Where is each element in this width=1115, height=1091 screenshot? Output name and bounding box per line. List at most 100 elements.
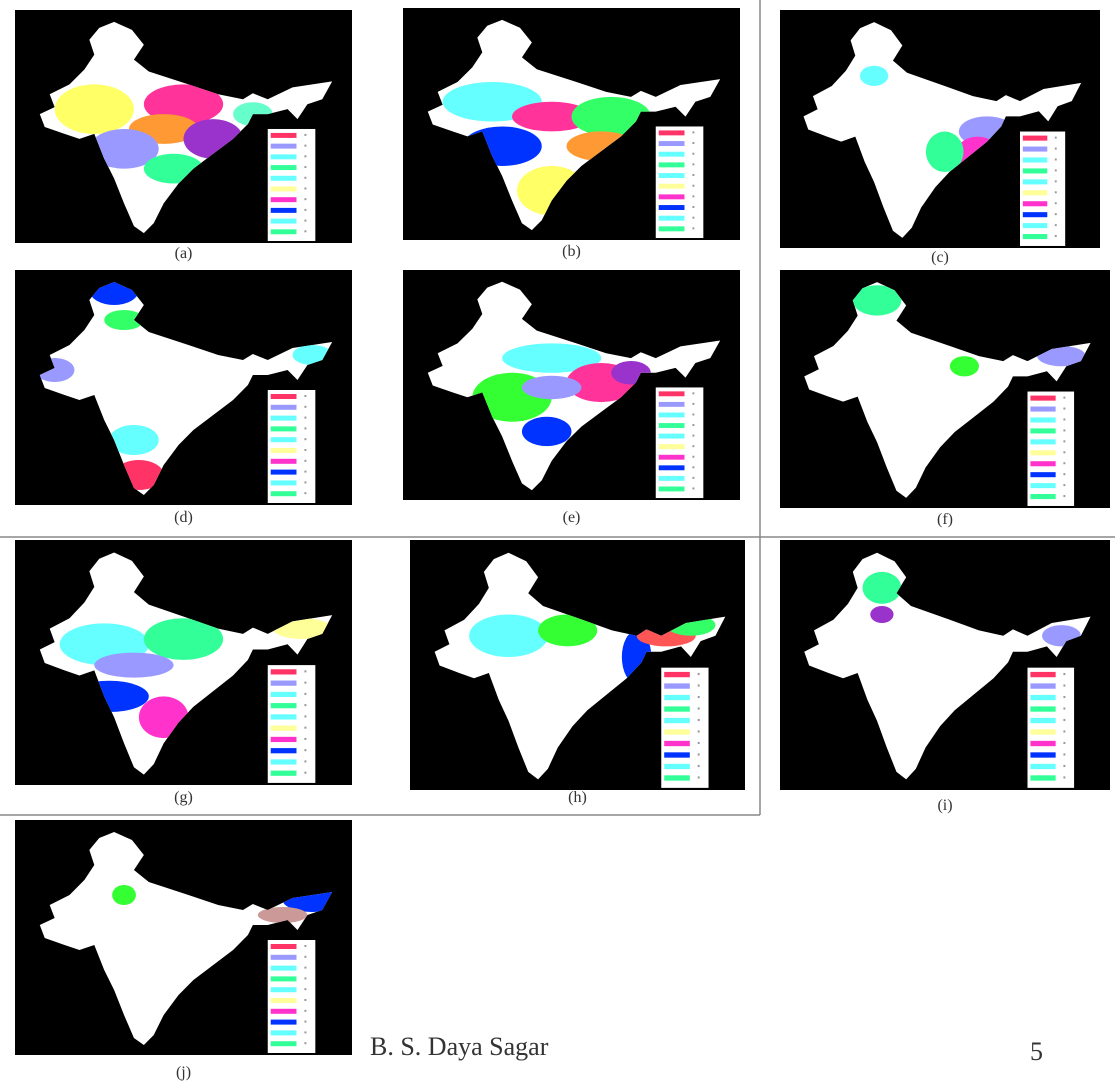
panel-label: (g) bbox=[174, 789, 193, 806]
legend-swatch bbox=[271, 154, 297, 159]
legend-dot bbox=[1055, 213, 1057, 215]
legend-dot bbox=[1063, 776, 1065, 778]
legend bbox=[268, 129, 316, 241]
legend-dot bbox=[304, 438, 306, 440]
legend bbox=[1028, 392, 1075, 506]
legend-dot bbox=[304, 1042, 306, 1044]
legend bbox=[268, 665, 316, 783]
region bbox=[94, 653, 173, 678]
legend-dot bbox=[1063, 429, 1065, 431]
legend-dot bbox=[692, 131, 694, 133]
legend-dot bbox=[692, 174, 694, 176]
legend-swatch bbox=[271, 759, 297, 764]
legend-swatch bbox=[271, 998, 297, 1003]
legend-swatch bbox=[659, 455, 685, 460]
legend-swatch bbox=[1030, 407, 1055, 412]
legend-dot bbox=[698, 765, 700, 767]
legend-dot bbox=[698, 753, 700, 755]
legend-dot bbox=[698, 696, 700, 698]
legend-swatch bbox=[271, 491, 297, 496]
legend-dot bbox=[1063, 408, 1065, 410]
map-panel: (g) bbox=[15, 540, 352, 806]
legend-dot bbox=[304, 460, 306, 462]
legend-dot bbox=[1063, 684, 1065, 686]
legend-dot bbox=[304, 481, 306, 483]
legend-swatch bbox=[271, 681, 297, 686]
legend-dot bbox=[304, 704, 306, 706]
legend-swatch bbox=[659, 173, 685, 178]
panel-label: (j) bbox=[176, 1064, 191, 1081]
legend-dot bbox=[1063, 495, 1065, 497]
legend-swatch bbox=[659, 476, 685, 481]
region bbox=[950, 356, 979, 376]
legend-dot bbox=[1063, 707, 1065, 709]
legend-dot bbox=[1055, 235, 1057, 237]
legend-swatch bbox=[271, 692, 297, 697]
legend-dot bbox=[304, 492, 306, 494]
legend-swatch bbox=[271, 426, 297, 431]
legend-swatch bbox=[1030, 741, 1055, 746]
legend-swatch bbox=[271, 703, 297, 708]
legend-swatch bbox=[664, 729, 690, 734]
map-panel: (d) bbox=[15, 270, 352, 526]
legend-dot bbox=[304, 727, 306, 729]
legend-swatch bbox=[659, 391, 685, 396]
panel-label: (h) bbox=[568, 789, 587, 806]
legend-swatch bbox=[1023, 212, 1047, 217]
legend-dot bbox=[304, 945, 306, 947]
legend-swatch bbox=[1023, 179, 1047, 184]
legend-dot bbox=[304, 956, 306, 958]
panel-label: (f) bbox=[937, 511, 953, 528]
legend-dot bbox=[1055, 202, 1057, 204]
legend-swatch bbox=[1023, 201, 1047, 206]
legend bbox=[1028, 668, 1075, 788]
legend-swatch bbox=[659, 402, 685, 407]
legend-dot bbox=[304, 999, 306, 1001]
legend-dot bbox=[698, 707, 700, 709]
legend-dot bbox=[1063, 473, 1065, 475]
legend-swatch bbox=[659, 465, 685, 470]
legend-swatch bbox=[659, 423, 685, 428]
legend-swatch bbox=[1023, 168, 1047, 173]
region bbox=[258, 907, 308, 923]
legend-swatch bbox=[271, 144, 297, 149]
legend-swatch bbox=[271, 1020, 297, 1025]
legend-dot bbox=[304, 417, 306, 419]
legend-swatch bbox=[271, 133, 297, 138]
legend-swatch bbox=[271, 714, 297, 719]
map-panel: (h) bbox=[410, 540, 745, 806]
legend-dot bbox=[1063, 730, 1065, 732]
panel-label: (d) bbox=[174, 509, 193, 526]
legend bbox=[661, 668, 708, 788]
legend-swatch bbox=[1030, 718, 1055, 723]
legend-dot bbox=[692, 477, 694, 479]
legend-swatch bbox=[1030, 729, 1055, 734]
legend-dot bbox=[1055, 137, 1057, 139]
legend-swatch bbox=[1030, 706, 1055, 711]
region bbox=[522, 417, 572, 446]
map-panel: (e) bbox=[403, 270, 740, 526]
legend-swatch bbox=[1023, 157, 1047, 162]
legend-dot bbox=[304, 134, 306, 136]
slide: B. S. Daya Sagar 5 (a)(b)(c)(d)(e)(f)(g)… bbox=[0, 0, 1115, 1091]
legend-dot bbox=[1063, 742, 1065, 744]
panel-label: (a) bbox=[175, 245, 193, 262]
legend-swatch bbox=[659, 205, 685, 210]
legend-dot bbox=[1063, 440, 1065, 442]
legend-dot bbox=[304, 977, 306, 979]
region bbox=[863, 572, 902, 604]
legend-swatch bbox=[271, 1030, 297, 1035]
legend-dot bbox=[698, 719, 700, 721]
legend-swatch bbox=[271, 186, 297, 191]
legend-swatch bbox=[1030, 483, 1055, 488]
legend-dot bbox=[304, 209, 306, 211]
legend-dot bbox=[692, 227, 694, 229]
legend-swatch bbox=[271, 197, 297, 202]
legend-swatch bbox=[659, 434, 685, 439]
legend-swatch bbox=[1030, 764, 1055, 769]
legend-dot bbox=[692, 413, 694, 415]
legend-swatch bbox=[1023, 234, 1047, 239]
map-panel: (f) bbox=[780, 270, 1110, 528]
legend-swatch bbox=[1030, 461, 1055, 466]
legend-swatch bbox=[659, 152, 685, 157]
